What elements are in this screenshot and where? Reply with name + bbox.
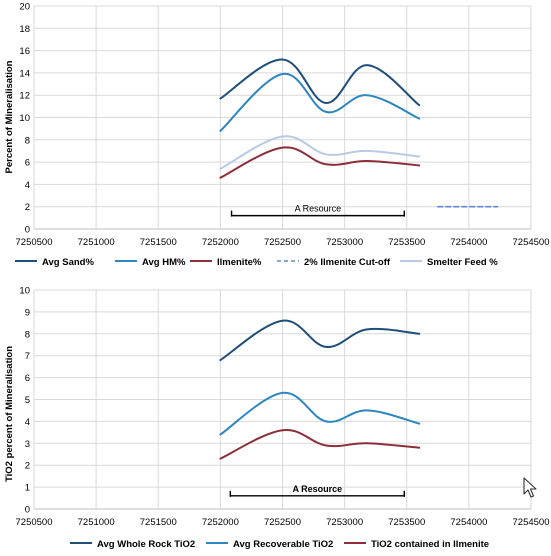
series-line-1 xyxy=(219,58,421,107)
y-tick-label: 16 xyxy=(19,46,30,57)
y-tick-label: 2 xyxy=(25,461,30,472)
legend-entry: Smelter Feed % xyxy=(400,257,498,268)
y-tick-label: 9 xyxy=(25,307,30,318)
y-tick-label: 4 xyxy=(25,180,30,191)
chart-2: 0 1 2 3 4 5 6 7 8 9 10 7250500 7251000 7251500 7252000… xyxy=(4,286,549,551)
x-tick-label: 7253500 xyxy=(388,237,425,248)
x-tick-label: 7251500 xyxy=(140,237,177,248)
x-tick-label: 7253000 xyxy=(326,237,363,248)
y-tick-label: 8 xyxy=(25,329,30,340)
x-tick-label: 7250500 xyxy=(16,517,53,528)
legend-entry: TiO2 contained in Ilmenite xyxy=(344,539,489,550)
y-axis-label: Percent of Mineralisation xyxy=(4,60,15,173)
x-tick-label: 7254000 xyxy=(450,237,487,248)
y-tick-label: 6 xyxy=(25,158,30,169)
x-tick-label: 7252000 xyxy=(202,517,239,528)
series-line-5 xyxy=(219,135,421,170)
legend-label: Avg Whole Rock TiO2 xyxy=(97,539,195,550)
y-tick-label: 0 xyxy=(25,225,30,236)
x-tick-label: 7252500 xyxy=(264,237,301,248)
y-tick-label: 18 xyxy=(19,24,30,35)
x-tick-label: 7251500 xyxy=(140,517,177,528)
y-tick-label: 14 xyxy=(19,68,30,79)
series-line-3 xyxy=(219,146,421,179)
resource-label: A Resource xyxy=(295,204,342,214)
y-tick-label: 10 xyxy=(19,113,30,124)
chart-1: 0 2 4 6 8 10 12 14 16 18 20 7250500 7251000 7251500 72… xyxy=(4,2,549,269)
x-tick-label: 7252000 xyxy=(202,237,239,248)
x-tick-label: 7251000 xyxy=(78,237,115,248)
x-tick-label: 7251000 xyxy=(78,517,115,528)
x-tick-label: 7250500 xyxy=(16,237,53,248)
y-tick-label: 5 xyxy=(25,395,30,406)
y-tick-label: 7 xyxy=(25,351,30,362)
series-line-3 xyxy=(219,429,421,460)
series-line-1 xyxy=(219,319,421,362)
resource-bracket: A Resource xyxy=(230,204,405,217)
legend-label: Ilmenite% xyxy=(217,257,262,268)
series-line-2 xyxy=(219,72,421,132)
x-tick-label: 7254500 xyxy=(513,237,550,248)
resource-bracket: A Resource xyxy=(229,484,405,497)
legend-label: Avg Sand% xyxy=(42,257,94,268)
y-tick-label: 20 xyxy=(19,2,30,13)
y-tick-label: 0 xyxy=(25,505,30,516)
y-tick-label: 2 xyxy=(25,202,30,213)
x-tick-label: 7253500 xyxy=(388,517,425,528)
legend-label: Smelter Feed % xyxy=(427,257,498,268)
y-axis-label: TiO2 percent of Mineralisation xyxy=(4,346,15,482)
legend-entry: 2% Ilmenite Cut-off xyxy=(277,257,391,268)
y-tick-label: 8 xyxy=(25,135,30,146)
mouse-cursor-icon xyxy=(523,477,537,498)
legend-entry: Avg Recoverable TiO2 xyxy=(206,539,333,550)
x-tick-label: 7252500 xyxy=(264,517,301,528)
y-tick-label: 12 xyxy=(19,91,30,102)
x-tick-label: 7254000 xyxy=(450,517,487,528)
resource-label: A Resource xyxy=(292,484,342,494)
legend-label: Avg HM% xyxy=(142,257,186,268)
legend-entry: Avg HM% xyxy=(115,257,186,268)
legend-label: Avg Recoverable TiO2 xyxy=(233,539,333,550)
legend-entry: Ilmenite% xyxy=(190,257,262,268)
legend-entry: Avg Sand% xyxy=(15,257,94,268)
legend-entry: Avg Whole Rock TiO2 xyxy=(70,539,195,550)
series-line-2 xyxy=(219,391,421,436)
x-tick-label: 7254500 xyxy=(513,517,550,528)
x-tick-label: 7253000 xyxy=(326,517,363,528)
y-tick-label: 6 xyxy=(25,373,30,384)
legend-label: 2% Ilmenite Cut-off xyxy=(304,257,391,268)
y-tick-label: 3 xyxy=(25,439,30,450)
y-tick-label: 1 xyxy=(25,483,30,494)
y-tick-label: 10 xyxy=(19,286,30,297)
legend-label: TiO2 contained in Ilmenite xyxy=(371,539,489,550)
y-tick-label: 4 xyxy=(25,417,30,428)
